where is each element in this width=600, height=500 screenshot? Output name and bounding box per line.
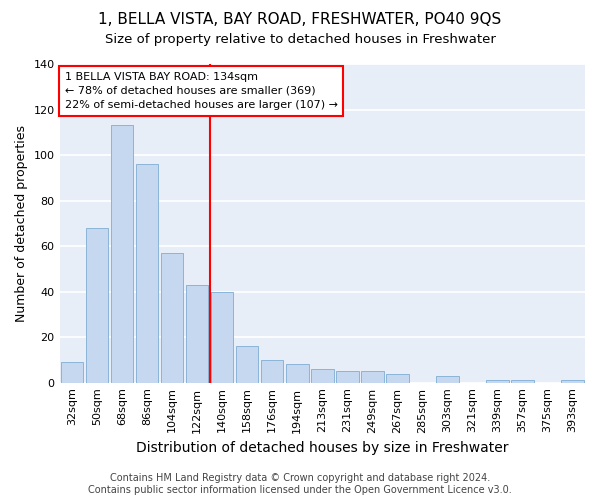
Y-axis label: Number of detached properties: Number of detached properties [15, 125, 28, 322]
Text: 1 BELLA VISTA BAY ROAD: 134sqm
← 78% of detached houses are smaller (369)
22% of: 1 BELLA VISTA BAY ROAD: 134sqm ← 78% of … [65, 72, 338, 110]
Bar [161, 253, 184, 382]
Bar [386, 374, 409, 382]
Bar [486, 380, 509, 382]
Bar [61, 362, 83, 382]
Bar [361, 372, 383, 382]
Bar [511, 380, 534, 382]
Bar [436, 376, 458, 382]
Bar [311, 369, 334, 382]
Bar [561, 380, 584, 382]
Bar [211, 292, 233, 382]
Bar [86, 228, 109, 382]
Text: Size of property relative to detached houses in Freshwater: Size of property relative to detached ho… [104, 32, 496, 46]
Bar [336, 372, 359, 382]
Bar [261, 360, 283, 382]
Text: 1, BELLA VISTA, BAY ROAD, FRESHWATER, PO40 9QS: 1, BELLA VISTA, BAY ROAD, FRESHWATER, PO… [98, 12, 502, 28]
Bar [236, 346, 259, 382]
Text: Contains HM Land Registry data © Crown copyright and database right 2024.
Contai: Contains HM Land Registry data © Crown c… [88, 474, 512, 495]
Bar [186, 285, 208, 382]
X-axis label: Distribution of detached houses by size in Freshwater: Distribution of detached houses by size … [136, 441, 509, 455]
Bar [286, 364, 308, 382]
Bar [111, 126, 133, 382]
Bar [136, 164, 158, 382]
